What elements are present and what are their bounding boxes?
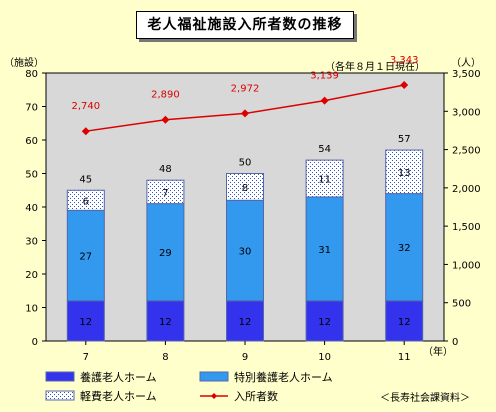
bar-tokubetsu: [146, 203, 185, 302]
x-tick-label: 11: [398, 352, 411, 363]
bar-yogo-label: 12: [398, 317, 411, 328]
bar-keihi: [66, 189, 105, 211]
bar-tokubetsu-label: 32: [398, 243, 411, 254]
y-left-tick-label: 70: [25, 103, 38, 114]
y-right-tick-label: 3,500: [452, 69, 481, 80]
legend-label: 特別養護老人ホーム: [234, 370, 333, 384]
y-left-tick-label: 30: [25, 237, 38, 248]
legend-label: 軽費老人ホーム: [80, 389, 157, 403]
line-series-point: [400, 81, 409, 90]
bar-tokubetsu: [385, 193, 424, 302]
y-right-tick-label: 2,000: [452, 184, 481, 195]
x-tick-label: 8: [162, 352, 168, 363]
legend-line-marker: [211, 393, 217, 399]
bar-yogo-label: 12: [79, 317, 92, 328]
line-series-point: [81, 127, 90, 136]
x-tick-label: 10: [318, 352, 331, 363]
y-right-tick-label: 500: [452, 299, 471, 310]
chart-title: 老人福祉施設入所者数の推移: [136, 11, 354, 39]
bar-tokubetsu-label: 29: [159, 248, 172, 259]
line-series-label: 2,890: [151, 90, 180, 101]
y-left-tick-label: 40: [25, 203, 38, 214]
bar-keihi-label: 13: [398, 168, 411, 179]
bar-keihi-label: 7: [162, 188, 168, 199]
x-tick-label: 7: [83, 352, 89, 363]
bar-yogo-label: 12: [318, 317, 331, 328]
bar-total-label: 57: [398, 134, 411, 145]
y-left-tick-label: 80: [25, 69, 38, 80]
bar-keihi: [146, 179, 185, 205]
y-left-tick-label: 60: [25, 136, 38, 147]
bar-keihi: [305, 159, 344, 198]
bar-tokubetsu-label: 30: [239, 247, 252, 258]
bar-total-label: 45: [79, 174, 92, 185]
y-right-axis-label: （人）: [451, 57, 481, 69]
y-right-tick-label: 0: [452, 337, 458, 348]
bar-keihi-label: 11: [318, 175, 331, 186]
line-series-label: 2,740: [71, 101, 100, 112]
y-left-axis-label: （施設）: [4, 56, 44, 69]
y-right-tick-label: 3,000: [452, 107, 481, 118]
x-tick-label: 9: [242, 352, 248, 363]
legend-label: 養護老人ホーム: [80, 370, 157, 384]
bar-keihi-label: 8: [242, 183, 248, 194]
bar-tokubetsu-label: 27: [79, 252, 92, 263]
bar-yogo: [226, 300, 264, 342]
bar-tokubetsu: [226, 199, 264, 302]
y-right-tick-label: 2,500: [452, 146, 481, 157]
bar-total-label: 48: [159, 164, 172, 175]
y-right-tick-label: 1,000: [452, 260, 481, 271]
y-right-tick-label: 1,500: [452, 222, 481, 233]
bar-keihi: [226, 173, 264, 201]
chart-subtitle: （各年８月１日現在）: [325, 60, 425, 73]
line-series-label: 3,139: [310, 71, 339, 82]
bar-keihi: [385, 149, 424, 195]
y-left-tick-label: 20: [25, 270, 38, 281]
line-series-label: 2,972: [231, 83, 260, 94]
legend-swatch: [45, 390, 75, 401]
legend-label: 入所者数: [234, 390, 278, 403]
x-axis-unit-label: （年）: [423, 345, 453, 358]
y-left-tick-label: 10: [25, 304, 38, 315]
bar-tokubetsu-label: 31: [318, 245, 331, 256]
line-series-point: [320, 96, 329, 105]
line-series-label: 3,343: [390, 55, 419, 66]
legend-swatch: [45, 371, 75, 382]
y-left-tick-label: 50: [25, 170, 38, 181]
bar-yogo-label: 12: [159, 317, 172, 328]
line-series-point: [241, 109, 249, 118]
bar-yogo: [385, 300, 424, 342]
bar-yogo-label: 12: [239, 317, 252, 328]
bar-total-label: 50: [239, 158, 252, 169]
legend-swatch: [199, 371, 229, 382]
y-left-tick-label: 0: [32, 337, 38, 348]
bar-total-label: 54: [318, 144, 331, 155]
bar-keihi-label: 6: [83, 196, 89, 207]
source-note: ＜長寿社会課資料＞: [380, 391, 470, 404]
bar-tokubetsu: [66, 209, 105, 302]
line-series-point: [161, 115, 170, 124]
